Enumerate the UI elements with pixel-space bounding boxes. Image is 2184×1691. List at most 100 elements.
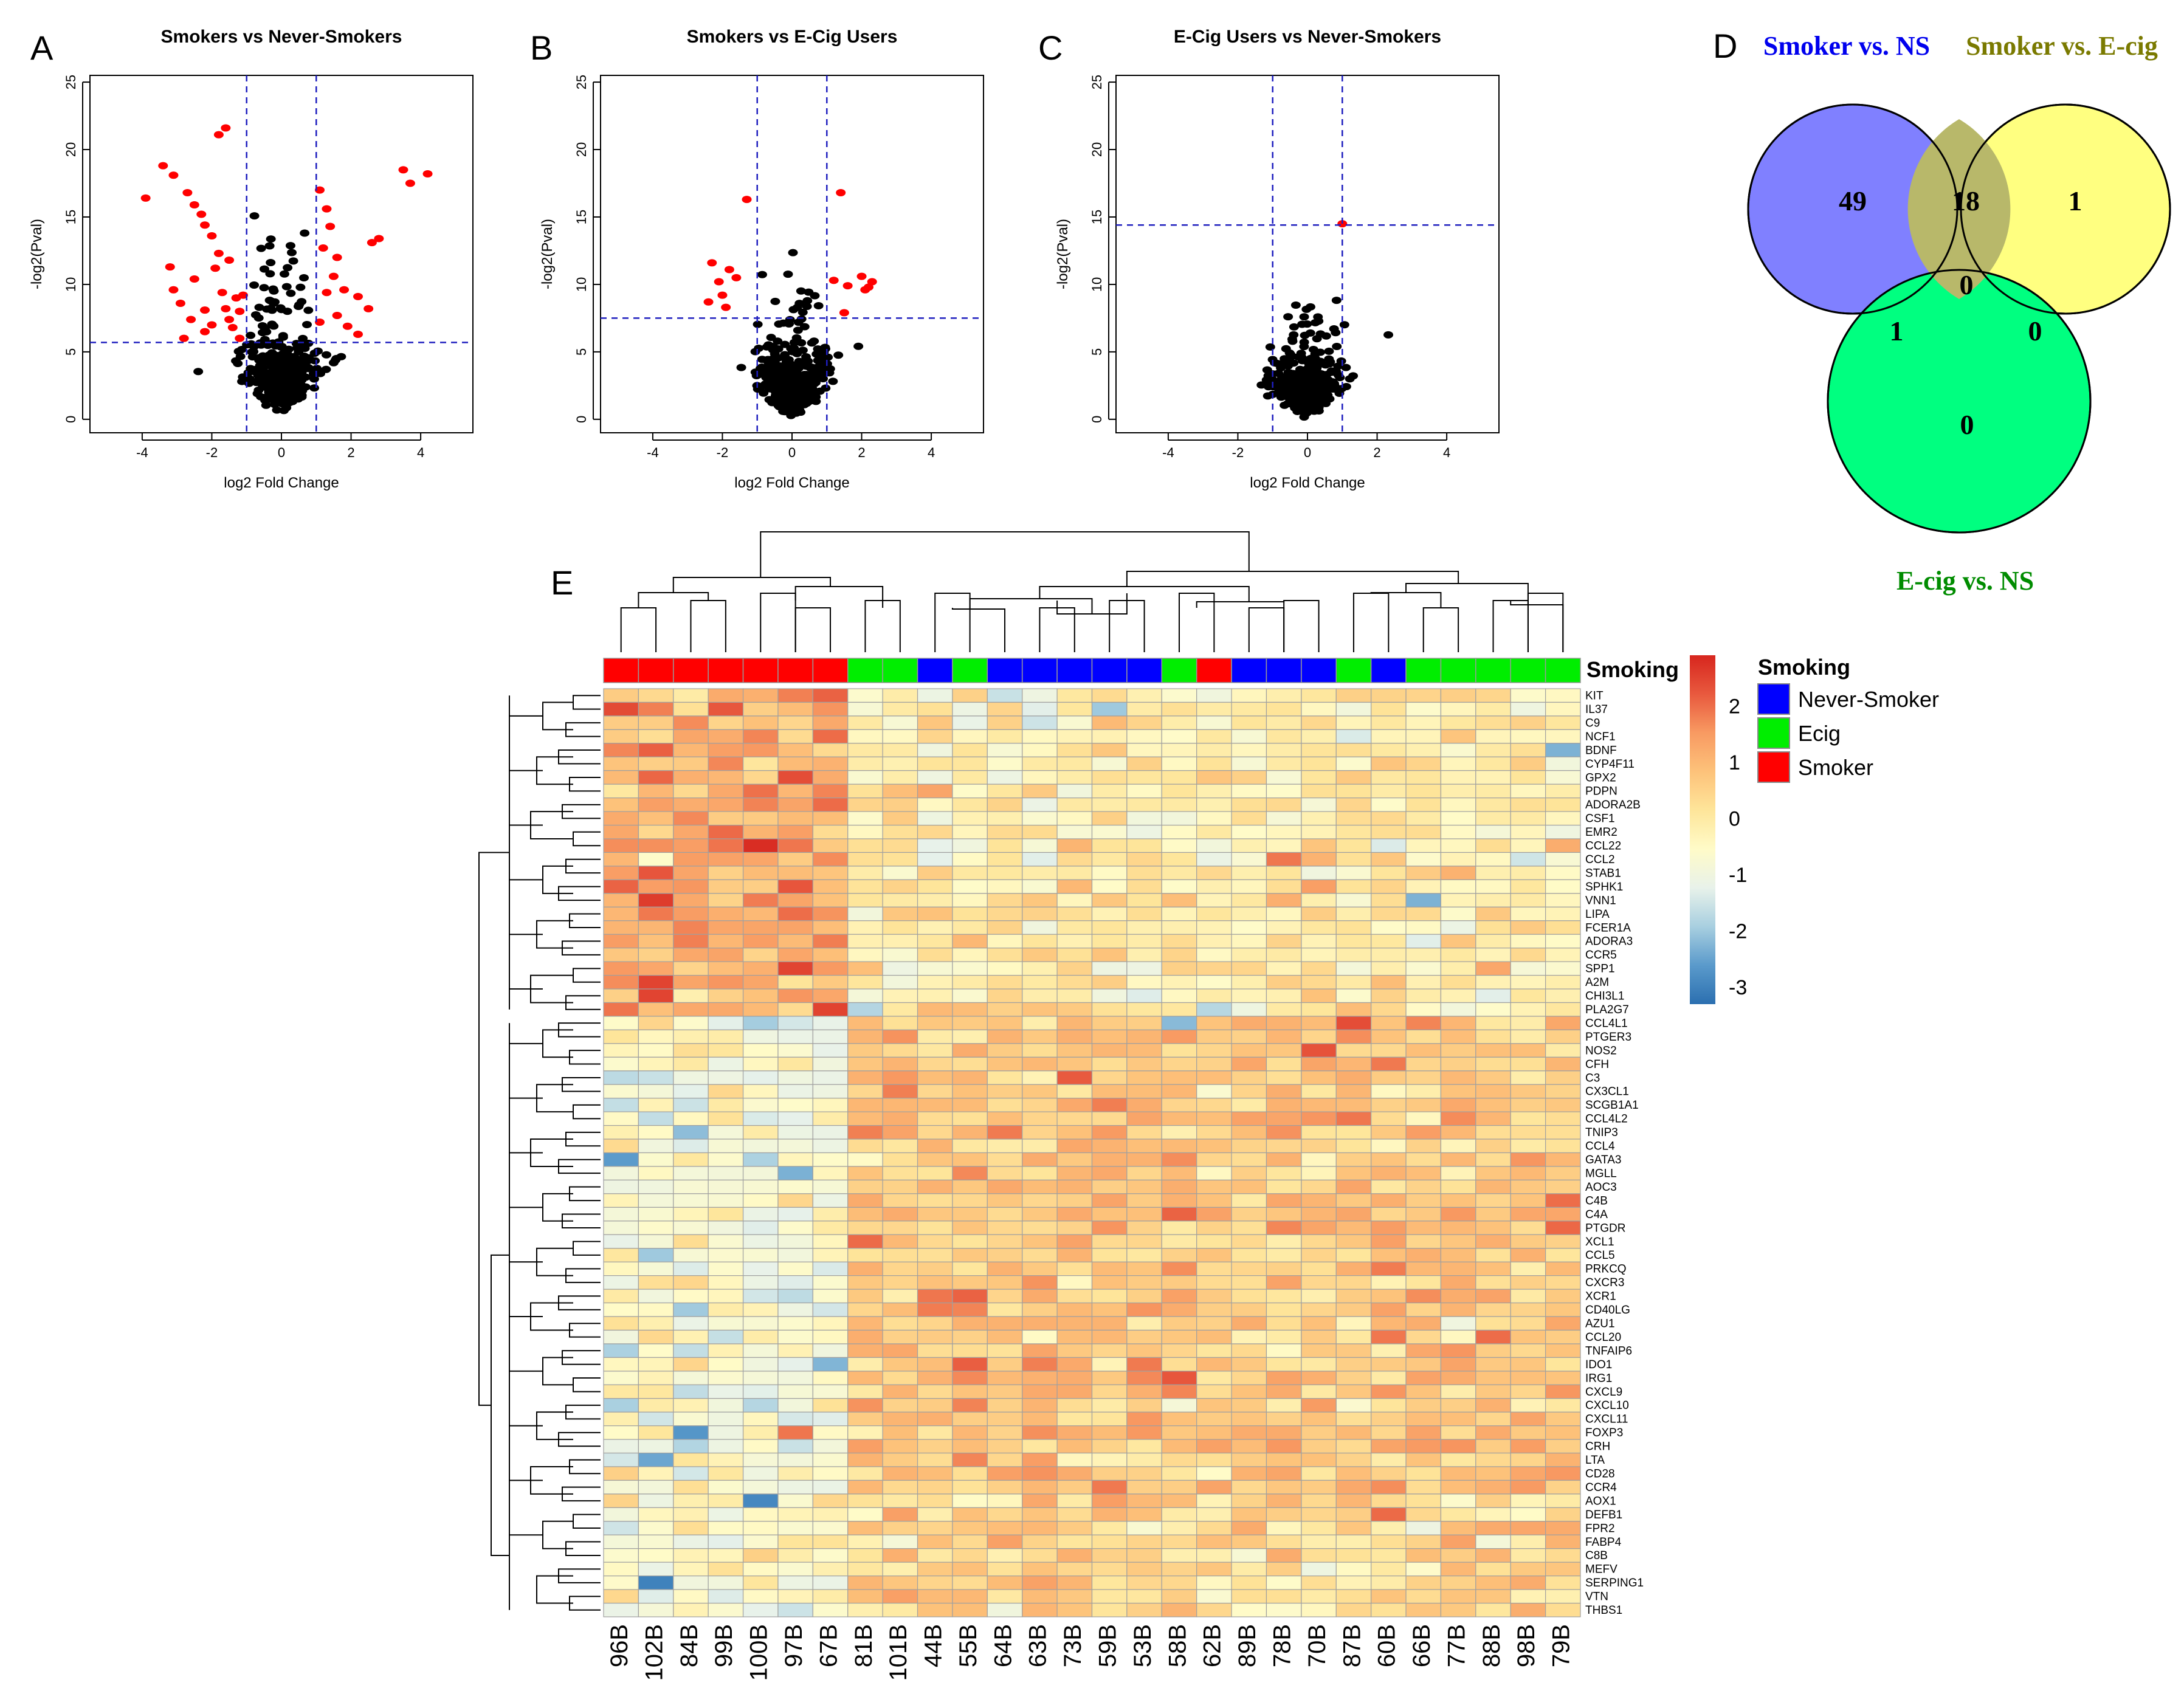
heatmap-cell: [1022, 1289, 1058, 1304]
heatmap-cell: [812, 1248, 849, 1262]
heatmap-cell: [1161, 974, 1197, 990]
heatmap-cell: [603, 824, 639, 839]
heatmap-cell: [638, 770, 674, 785]
heatmap-cell: [638, 824, 674, 839]
heatmap-cell: [847, 1098, 883, 1112]
heatmap-cell: [1091, 1602, 1128, 1617]
heatmap-cell: [1475, 797, 1511, 812]
heatmap-cell: [1161, 866, 1197, 880]
heatmap-cell: [1475, 1316, 1511, 1331]
heatmap-cell: [882, 1002, 918, 1017]
heatmap-cell: [1091, 1302, 1128, 1317]
heatmap-cell: [1022, 1589, 1058, 1604]
venn-title-ecig-ns: E-cig vs. NS: [1896, 566, 2034, 596]
sample-label: 58B: [1164, 1624, 1191, 1667]
heatmap-cell: [1335, 879, 1372, 894]
gene-label: XCL1: [1585, 1236, 1614, 1248]
gene-label: FABP4: [1585, 1536, 1622, 1549]
heatmap-cell: [1545, 838, 1581, 853]
data-point: [257, 322, 267, 329]
heatmap-cell: [952, 906, 988, 921]
heatmap-cell: [1475, 866, 1511, 880]
heatmap-cell: [1405, 1124, 1442, 1140]
heatmap-cell: [1056, 961, 1093, 976]
heatmap-cell: [742, 1124, 779, 1140]
heatmap-cell: [952, 1166, 988, 1181]
significant-point: [707, 259, 717, 267]
heatmap-cell: [1022, 1507, 1058, 1522]
heatmap-cell: [987, 688, 1023, 703]
heatmap-cell: [742, 715, 779, 730]
heatmap-cell: [987, 920, 1023, 935]
heatmap-cell: [777, 1124, 813, 1140]
data-point: [1295, 365, 1305, 373]
heatmap-cell: [1161, 824, 1197, 839]
heatmap-cell: [1091, 1521, 1128, 1535]
heatmap-cell: [1022, 1439, 1058, 1454]
heatmap-cell: [1231, 1070, 1267, 1085]
data-point: [814, 362, 824, 370]
heatmap-cell: [1161, 1070, 1197, 1085]
heatmap-cell: [603, 1043, 639, 1058]
heatmap-cell: [1475, 1343, 1511, 1358]
data-point: [270, 342, 281, 350]
heatmap-cell: [742, 1534, 779, 1549]
heatmap-cell: [812, 1016, 849, 1030]
heatmap-cell: [638, 1357, 674, 1372]
heatmap-cell: [1475, 1248, 1511, 1262]
annotation-cell: [1266, 658, 1302, 683]
heatmap-cell: [1266, 1302, 1302, 1317]
heatmap-cell: [1371, 1098, 1407, 1112]
heatmap-cell: [1266, 1261, 1302, 1276]
heatmap-cell: [1371, 852, 1407, 867]
heatmap-cell: [1231, 1098, 1267, 1112]
data-point: [811, 350, 822, 358]
heatmap-cell: [882, 1562, 918, 1577]
heatmap-cell: [638, 1248, 674, 1262]
heatmap-cell: [882, 1152, 918, 1167]
heatmap-cell: [1091, 824, 1128, 839]
heatmap-cell: [708, 1329, 744, 1345]
heatmap-cell: [1440, 1138, 1476, 1154]
gene-label: CX3CL1: [1585, 1086, 1629, 1098]
heatmap-cell: [847, 1316, 883, 1331]
annotation-cell: [603, 658, 639, 683]
heatmap-cell: [847, 1576, 883, 1590]
data-point: [787, 348, 797, 356]
heatmap-cell: [1405, 906, 1442, 921]
heatmap-cell: [1266, 948, 1302, 962]
annotation-cell: [1231, 658, 1267, 683]
heatmap-cell: [952, 879, 988, 894]
heatmap-cell: [1545, 1056, 1581, 1072]
data-point: [299, 274, 309, 281]
heatmap-cell: [1335, 1302, 1372, 1317]
heatmap-cell: [1126, 1589, 1162, 1604]
heatmap-cell: [847, 770, 883, 785]
heatmap-cell: [708, 1302, 744, 1317]
significant-point: [207, 232, 217, 240]
heatmap-cell: [777, 1316, 813, 1331]
heatmap-cell: [1266, 920, 1302, 935]
heatmap-cell: [1510, 1289, 1546, 1304]
heatmap-cell: [1091, 1534, 1128, 1549]
heatmap-cell: [917, 1425, 953, 1440]
heatmap-cell: [1335, 974, 1372, 990]
data-point: [321, 351, 331, 359]
heatmap-cell: [1231, 1179, 1267, 1194]
heatmap-cell: [847, 988, 883, 1004]
heatmap-cell: [708, 1343, 744, 1358]
sample-label: 73B: [1059, 1624, 1086, 1667]
heatmap-cell: [1335, 1111, 1372, 1126]
heatmap-cell: [638, 1070, 674, 1085]
heatmap-cell: [987, 866, 1023, 880]
heatmap-cell: [847, 797, 883, 812]
x-axis-label: log2 Fold Change: [1250, 475, 1365, 491]
annotation-cell: [1335, 658, 1372, 683]
heatmap-cell: [1022, 1098, 1058, 1112]
heatmap-cell: [1335, 1029, 1372, 1044]
heatmap-cell: [952, 1343, 988, 1358]
heatmap-cell: [1231, 1371, 1267, 1385]
heatmap-cell: [673, 1043, 709, 1058]
heatmap-cell: [1231, 852, 1267, 867]
data-point: [768, 346, 778, 354]
